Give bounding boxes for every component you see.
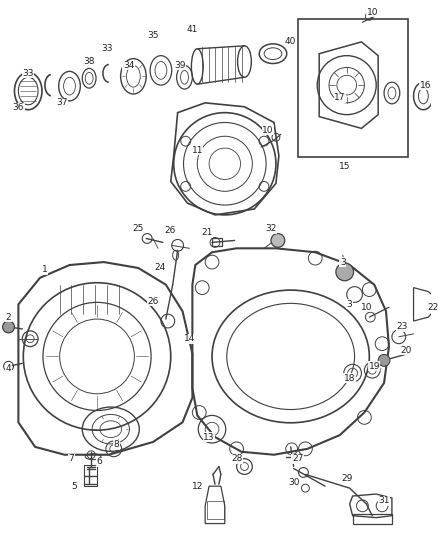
Text: 10: 10: [262, 126, 274, 135]
Text: 35: 35: [147, 31, 159, 41]
Text: 8: 8: [114, 440, 120, 449]
Text: 15: 15: [339, 162, 350, 171]
Text: 3: 3: [347, 300, 353, 309]
Text: 25: 25: [133, 224, 144, 233]
Text: 27: 27: [292, 454, 303, 463]
Text: 34: 34: [123, 61, 134, 70]
Text: 4: 4: [6, 364, 11, 373]
Text: 10: 10: [367, 8, 378, 17]
Text: 22: 22: [427, 303, 438, 312]
Text: 14: 14: [184, 334, 195, 343]
Text: 12: 12: [191, 482, 203, 491]
Text: 3: 3: [340, 257, 346, 266]
Text: 24: 24: [154, 263, 166, 272]
Circle shape: [271, 233, 285, 247]
Text: 20: 20: [400, 346, 411, 355]
Text: 13: 13: [203, 433, 215, 441]
Bar: [207, 501, 224, 519]
Text: 33: 33: [22, 69, 34, 78]
Text: 23: 23: [396, 322, 407, 332]
Text: 31: 31: [378, 496, 390, 505]
Text: 5: 5: [71, 482, 77, 491]
Text: 26: 26: [164, 226, 176, 235]
Text: 26: 26: [147, 297, 159, 306]
Circle shape: [378, 354, 390, 366]
Text: 36: 36: [13, 103, 24, 112]
Text: 19: 19: [368, 362, 380, 371]
Text: 38: 38: [83, 57, 95, 66]
Text: 32: 32: [265, 224, 277, 233]
Text: 7: 7: [69, 454, 74, 463]
Text: 37: 37: [56, 98, 67, 107]
Circle shape: [336, 263, 353, 281]
Text: 2: 2: [6, 313, 11, 321]
Text: 30: 30: [288, 478, 299, 487]
Text: 6: 6: [96, 457, 102, 466]
Circle shape: [3, 321, 14, 333]
Text: 1: 1: [42, 265, 48, 274]
Text: 28: 28: [231, 454, 242, 463]
Text: 11: 11: [191, 146, 203, 155]
Text: 18: 18: [344, 374, 355, 383]
Text: 39: 39: [174, 61, 185, 70]
Text: 33: 33: [101, 44, 113, 53]
Text: 21: 21: [201, 228, 213, 237]
Text: 10: 10: [360, 303, 372, 312]
Text: 16: 16: [420, 80, 431, 90]
Text: 40: 40: [285, 37, 297, 46]
Text: 17: 17: [334, 93, 346, 102]
Text: 41: 41: [187, 25, 198, 34]
Text: 29: 29: [341, 474, 353, 483]
Bar: [297, 19, 408, 157]
